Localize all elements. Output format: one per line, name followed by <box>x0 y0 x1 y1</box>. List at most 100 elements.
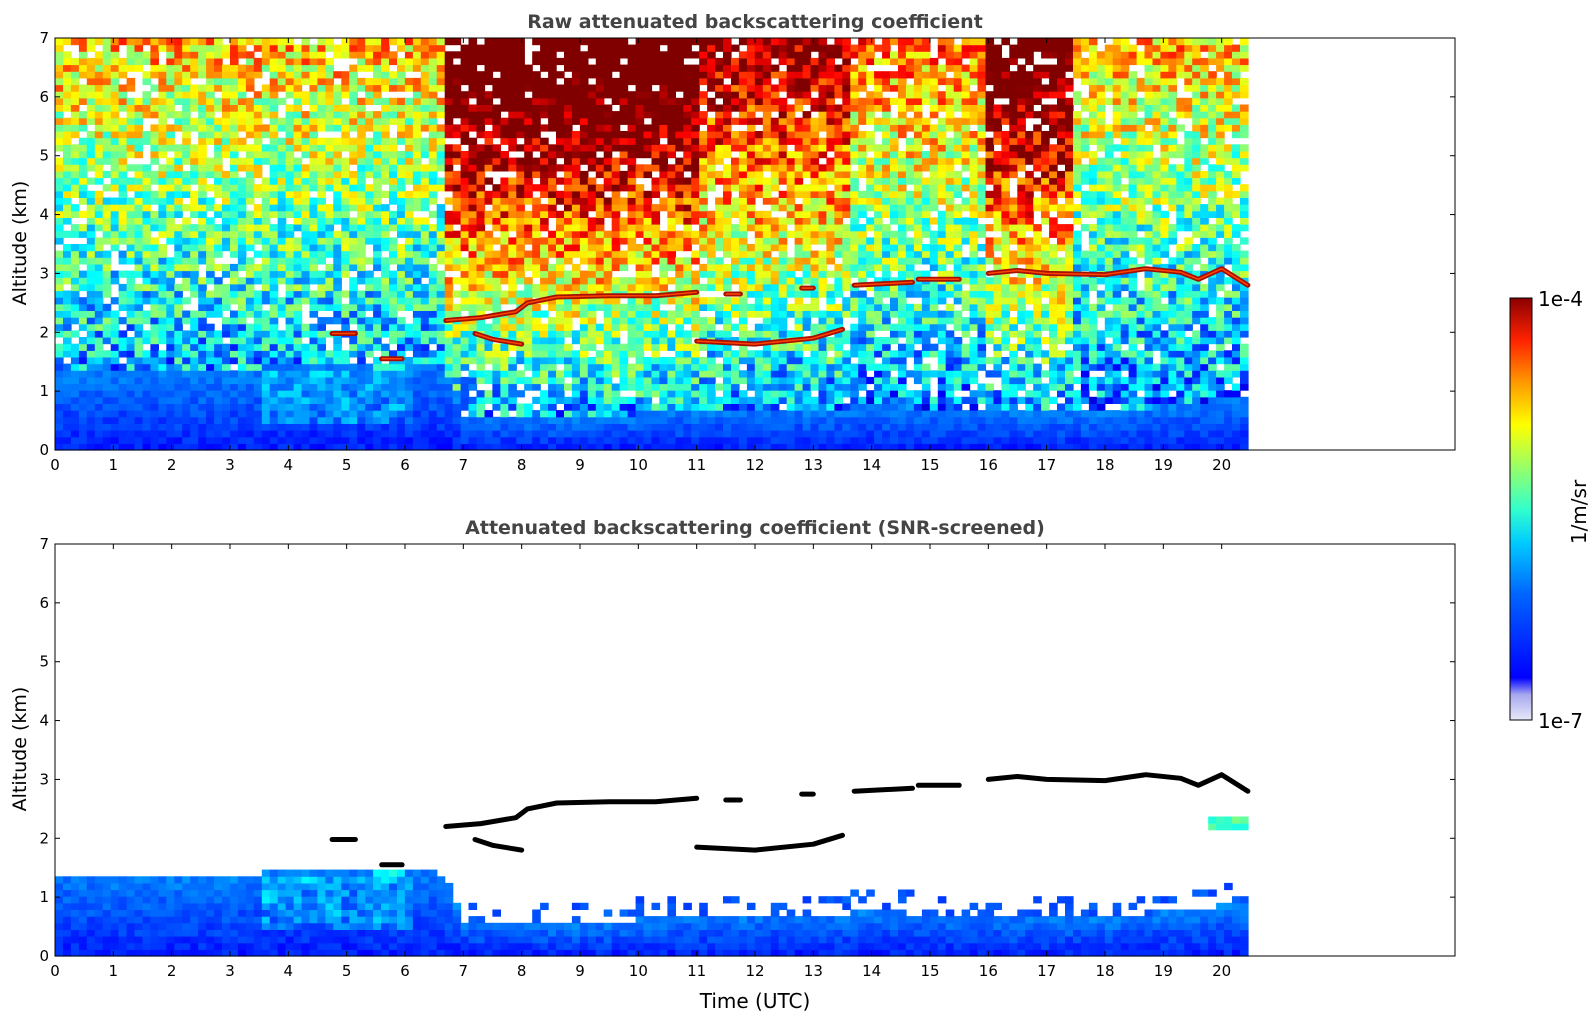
heatmap-cell <box>118 416 128 424</box>
heatmap-cell <box>579 137 589 145</box>
heatmap-cell <box>134 383 144 391</box>
heatmap-cell <box>611 91 621 99</box>
heatmap-cell <box>412 111 422 119</box>
heatmap-cell <box>389 57 398 66</box>
heatmap-cell <box>723 224 732 232</box>
heatmap-cell <box>142 277 152 285</box>
heatmap-cell <box>468 436 478 444</box>
heatmap-cell <box>389 117 398 125</box>
heatmap-cell <box>564 164 573 172</box>
heatmap-cell <box>349 170 358 179</box>
heatmap-cell <box>571 217 581 225</box>
heatmap-cell <box>707 44 716 52</box>
heatmap-cell <box>556 330 565 338</box>
heatmap-cell <box>102 303 112 311</box>
heatmap-cell <box>94 137 104 145</box>
heatmap-cell <box>404 443 414 451</box>
heatmap-cell <box>237 443 247 451</box>
heatmap-cell <box>738 317 748 325</box>
heatmap-cell <box>142 317 152 325</box>
heatmap-cell <box>460 91 470 99</box>
heatmap-cell <box>691 363 700 371</box>
heatmap-cell <box>635 317 645 325</box>
heatmap-cell <box>436 250 446 258</box>
heatmap-cell <box>349 297 358 305</box>
heatmap-cell <box>341 197 350 205</box>
heatmap-cell <box>365 350 374 358</box>
heatmap-cell <box>746 104 756 112</box>
heatmap-cell <box>269 443 279 451</box>
heatmap-cell <box>237 416 247 424</box>
heatmap-cell <box>540 217 549 225</box>
heatmap-cell <box>484 230 494 238</box>
heatmap-cell <box>230 423 239 431</box>
heatmap-cell <box>309 57 319 66</box>
heatmap-cell <box>540 244 549 252</box>
heatmap-cell <box>436 317 446 325</box>
heatmap-cell <box>357 117 366 125</box>
heatmap-cell <box>635 57 645 66</box>
heatmap-cell <box>245 390 255 398</box>
heatmap-cell <box>333 230 342 238</box>
heatmap-cell <box>643 237 653 245</box>
heatmap-cell <box>373 323 382 331</box>
heatmap-cell <box>404 323 414 331</box>
heatmap-cell <box>245 376 255 385</box>
heatmap-cell <box>707 157 716 165</box>
heatmap-cell <box>317 224 326 232</box>
heatmap-cell <box>277 197 287 205</box>
heatmap-cell <box>476 310 486 318</box>
heatmap-cell <box>190 197 199 205</box>
heatmap-cell <box>158 423 167 431</box>
heatmap-cell <box>723 117 732 125</box>
heatmap-cell <box>206 337 215 345</box>
heatmap-cell <box>564 210 573 218</box>
heatmap-cell <box>436 297 446 305</box>
heatmap-cell <box>723 443 732 451</box>
heatmap-cell <box>373 84 382 92</box>
heatmap-cell <box>222 323 231 331</box>
heatmap-cell <box>373 204 382 212</box>
heatmap-cell <box>237 38 247 46</box>
heatmap-cell <box>492 383 501 391</box>
heatmap-cell <box>253 270 263 278</box>
heatmap-cell <box>55 57 64 66</box>
heatmap-cell <box>420 436 430 444</box>
heatmap-cell <box>516 64 525 72</box>
heatmap-cell <box>357 270 366 278</box>
heatmap-cell <box>237 323 247 331</box>
heatmap-cell <box>707 57 716 66</box>
heatmap-cell <box>397 370 406 378</box>
heatmap-cell <box>516 237 525 245</box>
heatmap-cell <box>460 137 470 145</box>
heatmap-cell <box>500 190 509 198</box>
heatmap-cell <box>317 257 326 265</box>
heatmap-cell <box>675 57 684 66</box>
heatmap-cell <box>269 263 279 272</box>
heatmap-cell <box>548 423 557 431</box>
heatmap-cell <box>420 390 430 398</box>
heatmap-cell <box>412 343 422 351</box>
heatmap-cell <box>174 410 183 418</box>
heatmap-cell <box>484 244 494 252</box>
heatmap-cell <box>325 157 334 165</box>
heatmap-cell <box>397 290 406 298</box>
heatmap-cell <box>94 77 104 86</box>
heatmap-cell <box>667 376 676 385</box>
heatmap-cell <box>102 57 112 66</box>
heatmap-cell <box>508 390 517 398</box>
heatmap-cell <box>428 184 438 192</box>
heatmap-cell <box>253 224 263 232</box>
heatmap-cell <box>277 97 287 105</box>
heatmap-cell <box>214 370 223 378</box>
heatmap-cell <box>707 117 716 125</box>
heatmap-cell <box>444 303 454 311</box>
heatmap-cell <box>675 104 684 112</box>
heatmap-cell <box>55 410 64 418</box>
heatmap-cell <box>237 71 247 79</box>
heatmap-cell <box>110 77 120 86</box>
heatmap-cell <box>166 443 175 451</box>
heatmap-cell <box>126 104 136 112</box>
heatmap-cell <box>659 144 668 152</box>
heatmap-cell <box>166 170 175 179</box>
